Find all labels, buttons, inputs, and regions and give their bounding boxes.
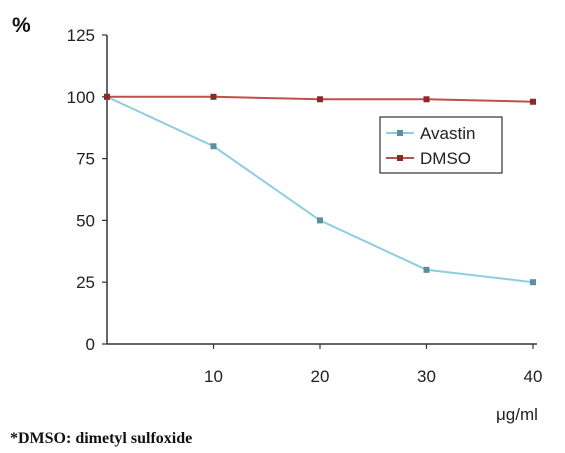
x-tick-label: 10 [204,367,223,386]
data-point-dmso [317,96,323,103]
y-tick-label: 125 [67,26,95,45]
x-tick-labels: 10 20 30 40 [204,344,542,386]
data-point-dmso [423,96,430,103]
series-layer [104,93,536,286]
y-tick-labels: 0 25 50 75 100 125 [67,26,107,354]
legend-marker-dmso [397,155,403,161]
data-point-avastin [423,266,430,273]
y-tick-label: 0 [86,335,95,354]
legend-marker-avastin [397,130,403,136]
x-tick-label: 30 [417,367,436,386]
y-tick-label: 100 [67,88,95,107]
y-tick-label: 25 [76,273,95,292]
data-point-dmso [104,93,110,100]
data-point-dmso [210,93,217,100]
x-unit-label: μg/ml [496,405,538,424]
x-tick-label: 40 [524,367,543,386]
legend-box [379,116,503,174]
series-dmso [104,93,536,105]
axes [106,35,537,345]
x-tick-label: 20 [311,367,330,386]
data-point-dmso [530,98,536,105]
data-point-avastin [210,143,217,150]
y-tick-label: 75 [76,150,95,169]
footnote: *DMSO: dimetyl sulfoxide [10,430,192,447]
legend-label-dmso: DMSO [420,149,471,168]
legend: Avastin DMSO [379,116,503,174]
y-tick-label: 50 [76,211,95,230]
data-point-avastin [530,279,536,286]
legend-label-avastin: Avastin [420,124,475,143]
data-point-avastin [317,217,323,224]
y-unit-label: % [12,14,31,37]
